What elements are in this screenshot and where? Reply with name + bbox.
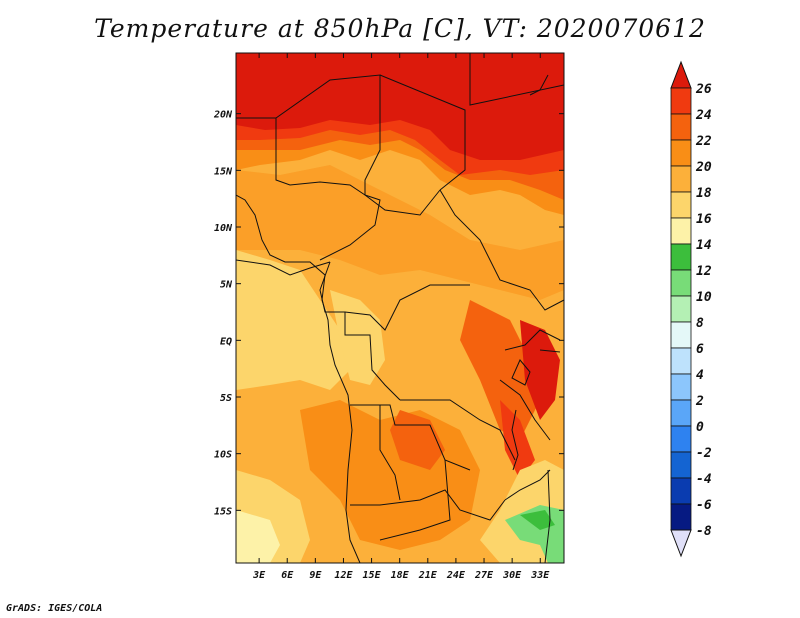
colorbar-label: 14: [696, 238, 712, 253]
colorbar-swatch: [670, 503, 692, 531]
coastline: [236, 74, 549, 563]
temperature-field: [236, 53, 564, 563]
colorbar-swatch: [670, 269, 692, 297]
lat-tick-label: 5N: [220, 280, 233, 291]
colorbar-label: 18: [696, 186, 712, 201]
colorbar-label: 6: [696, 342, 704, 357]
lat-tick-label: 5S: [220, 393, 232, 404]
map-title: Temperature at 850hPa [C], VT: 202007061…: [94, 14, 706, 43]
lat-tick-label: 10S: [214, 450, 232, 461]
colorbar-label: -8: [696, 524, 712, 539]
lon-tick-label: 27E: [474, 570, 494, 581]
colorbar-swatch: [670, 243, 692, 271]
colorbar-label: 20: [695, 160, 712, 175]
colorbar-swatch: [670, 113, 692, 141]
lat-tick-label: 10N: [214, 223, 233, 234]
latitude-axis: 20N 15N 10N 5N EQ 5S 10S 15S: [213, 110, 564, 517]
colorbar-top-arrow: [670, 60, 692, 89]
colorbar-bottom-arrow: [670, 529, 692, 558]
colorbar-label: 2: [695, 394, 704, 409]
longitude-axis: 3E 6E 9E 12E 15E 18E 21E 24E 27E 30E 33E: [252, 53, 550, 581]
colorbar-swatch: [670, 347, 692, 375]
colorbar-label: 16: [696, 212, 712, 227]
lat-tick-label: 20N: [213, 110, 233, 121]
colorbar-swatch: [670, 321, 692, 349]
colorbar-label: 26: [695, 82, 712, 97]
colorbar-swatch: [670, 191, 692, 219]
lon-tick-label: 24E: [446, 570, 466, 581]
colorbar-swatch: [670, 295, 692, 323]
colorbar-swatch: [670, 217, 692, 245]
colorbar-label: -4: [696, 472, 712, 487]
lat-tick-label: 15N: [214, 166, 233, 177]
colorbar-swatch: [670, 425, 692, 453]
colorbar-swatch: [670, 399, 692, 427]
colorbar-label: -2: [696, 446, 712, 461]
country-borders: [236, 53, 564, 563]
colorbar-swatch: [670, 139, 692, 167]
lon-tick-label: 3E: [252, 570, 266, 581]
lon-tick-label: 18E: [391, 570, 410, 581]
colorbar-label: 12: [696, 264, 712, 279]
lon-tick-label: 6E: [281, 570, 294, 581]
colorbar-swatch: [670, 373, 692, 401]
grads-credit: GrADS: IGES/COLA: [6, 603, 103, 614]
lon-tick-label: 33E: [530, 570, 550, 581]
lon-tick-label: 15E: [363, 570, 382, 581]
lat-tick-label: EQ: [220, 336, 232, 347]
colorbar-swatch: [670, 165, 692, 193]
lon-tick-label: 12E: [334, 570, 353, 581]
colorbar-label: 22: [695, 134, 712, 149]
lon-tick-label: 30E: [502, 570, 522, 581]
colorbar-label: -6: [696, 498, 712, 513]
colorbar-swatch: [670, 87, 692, 115]
colorbar-label: 8: [696, 316, 704, 331]
colorbar-label: 10: [696, 290, 712, 305]
lon-tick-label: 21E: [418, 570, 438, 581]
colorbar-label: 4: [696, 368, 704, 383]
lon-tick-label: 9E: [309, 570, 322, 581]
colorbar-label: 0: [696, 420, 704, 435]
colorbar-swatch: [670, 477, 692, 505]
colorbar-label: 24: [695, 108, 712, 123]
colorbar-swatch: [670, 451, 692, 479]
lat-tick-label: 15S: [214, 506, 232, 517]
